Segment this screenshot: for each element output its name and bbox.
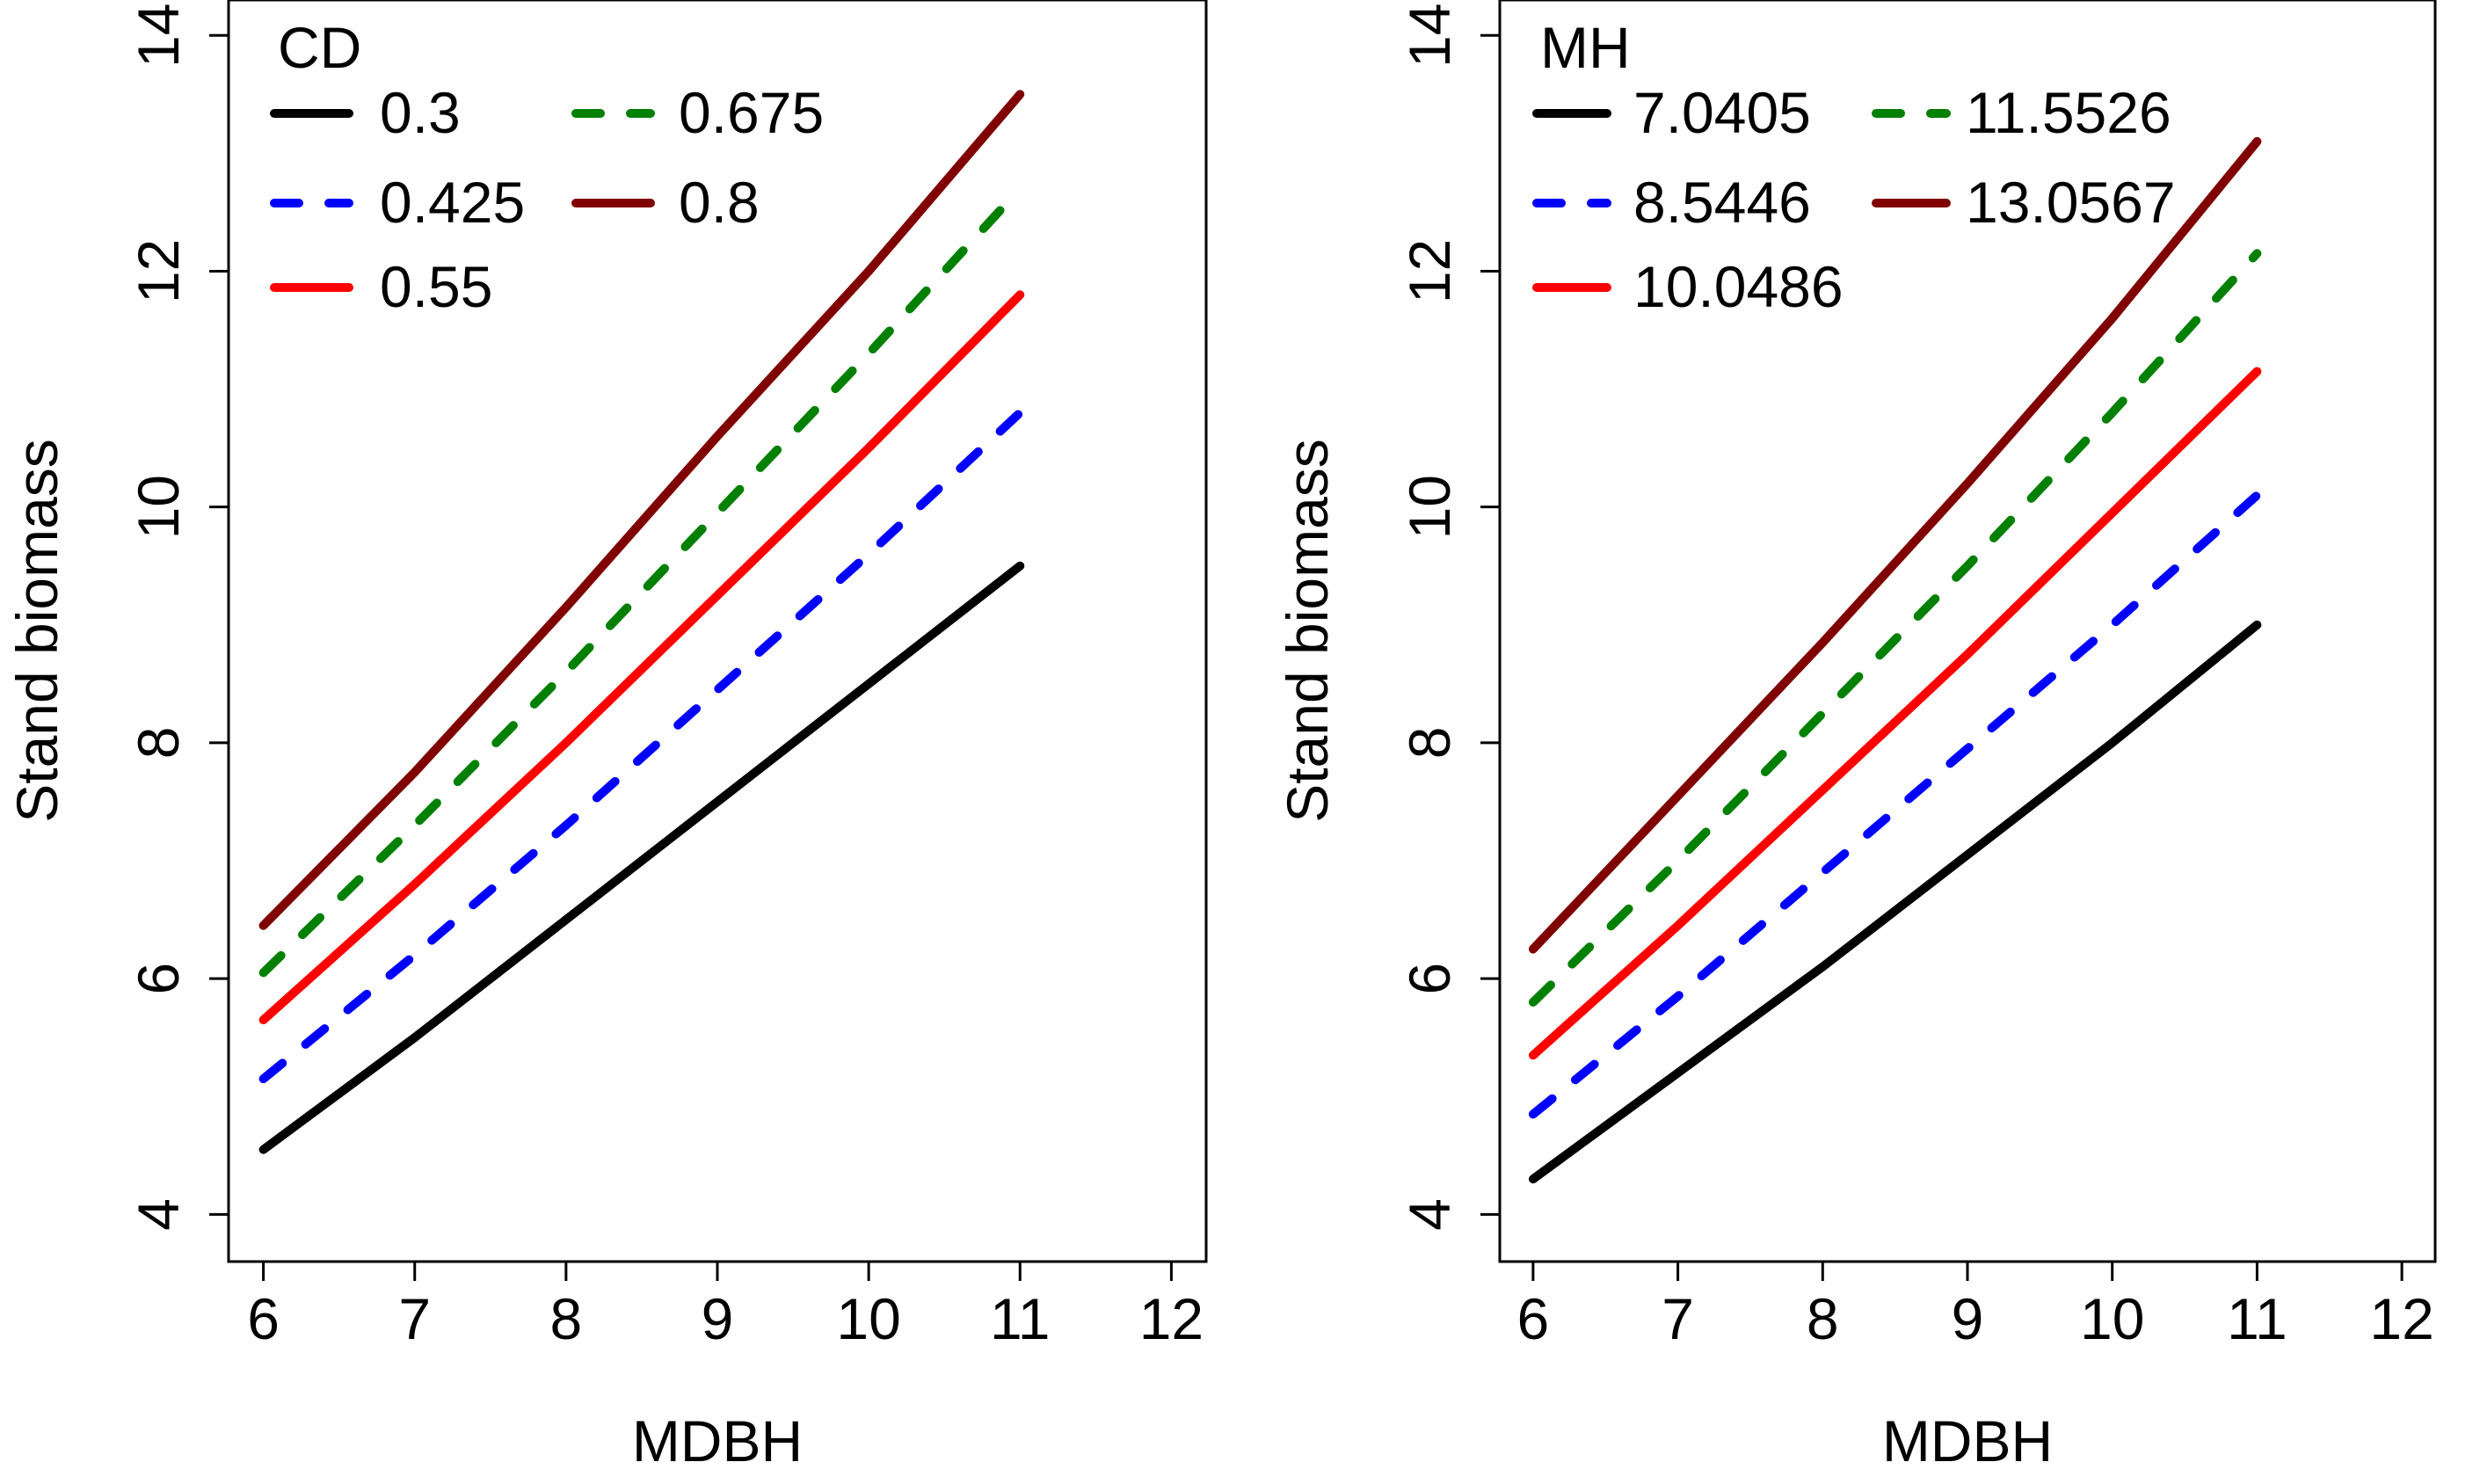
x-axis: 6 7 8 9 10 11 12 [1517, 1260, 2434, 1351]
x-tick-label: 6 [247, 1286, 280, 1351]
legend-label: 0.8 [679, 170, 760, 235]
x-tick-label: 9 [1952, 1286, 1984, 1351]
x-tick-label: 10 [836, 1286, 900, 1351]
y-axis-title: Stand biomass [1275, 439, 1340, 823]
x-tick-label: 12 [2369, 1286, 2433, 1351]
y-tick-label: 10 [126, 475, 191, 539]
y-tick-label: 12 [126, 239, 191, 303]
x-tick-label: 11 [990, 1286, 1051, 1351]
y-tick-label: 8 [1397, 727, 1462, 760]
y-tick-label: 14 [1397, 4, 1462, 68]
legend-label: 10.0486 [1633, 254, 1844, 319]
legend-title: MH [1540, 15, 1631, 80]
legend-label: 8.5446 [1633, 170, 1811, 235]
y-tick-label: 8 [126, 727, 191, 760]
x-tick-label: 11 [2227, 1286, 2287, 1351]
y-tick-label: 4 [1397, 1198, 1462, 1231]
legend-label: 0.3 [380, 80, 461, 145]
y-axis: 4 6 8 10 12 14 [1397, 4, 1502, 1231]
series-line [258, 561, 1025, 1154]
legend-title: CD [278, 15, 361, 80]
x-tick-label: 7 [398, 1286, 431, 1351]
x-tick-label: 6 [1517, 1286, 1550, 1351]
y-axis: 4 6 8 10 12 14 [126, 4, 230, 1231]
x-axis-title: MDBH [1882, 1408, 2053, 1473]
y-tick-label: 10 [1397, 475, 1462, 539]
series-line [258, 184, 1025, 978]
x-tick-label: 12 [1139, 1286, 1204, 1351]
legend-label: 0.675 [679, 80, 824, 145]
x-axis-title: MDBH [632, 1408, 803, 1473]
y-tick-label: 6 [1397, 963, 1462, 995]
series-line [1528, 620, 2262, 1184]
legend: MH7.0405 8.5446 10.0486 11.5526 13.0567 [1532, 15, 2176, 319]
legend-label: 7.0405 [1633, 80, 1811, 145]
y-tick-label: 4 [126, 1198, 191, 1231]
x-tick-label: 10 [2080, 1286, 2144, 1351]
legend: CD 0.3 0.425 0.55 0.675 0.8 [270, 15, 824, 319]
series-line [1528, 491, 2262, 1119]
legend-label: 0.425 [380, 170, 525, 235]
x-axis: 6 7 8 9 10 11 12 [247, 1260, 1204, 1351]
series-lines [1528, 136, 2262, 1184]
right-panel-mh: 6 7 8 9 10 11 12 4 6 8 10 12 14 MDBH Stand biomass MH7.… [1275, 0, 2437, 1473]
series-lines [258, 90, 1025, 1154]
series-line [1528, 249, 2262, 1007]
y-tick-label: 12 [1397, 239, 1462, 303]
legend-label: 11.5526 [1966, 80, 2171, 145]
x-tick-label: 8 [1807, 1286, 1839, 1351]
legend-label: 0.55 [380, 254, 492, 319]
series-line [1528, 367, 2262, 1060]
series-line [258, 290, 1025, 1025]
x-tick-label: 8 [550, 1286, 583, 1351]
series-line [258, 408, 1025, 1084]
x-tick-label: 7 [1662, 1286, 1694, 1351]
legend-label: 13.0567 [1966, 170, 2176, 235]
y-tick-label: 6 [126, 963, 191, 995]
x-tick-label: 9 [702, 1286, 734, 1351]
y-tick-label: 14 [126, 4, 191, 68]
left-panel-cd: 6 7 8 9 10 11 12 4 6 8 10 12 14 MDBH Stand biomass CD 0.… [4, 0, 1208, 1473]
series-line [1528, 136, 2262, 954]
series-line [258, 90, 1025, 930]
y-axis-title: Stand biomass [4, 439, 69, 823]
